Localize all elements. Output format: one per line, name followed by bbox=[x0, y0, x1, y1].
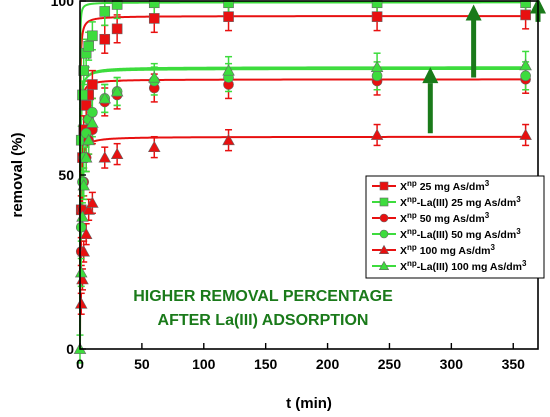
data-point bbox=[86, 116, 99, 128]
data-point bbox=[77, 179, 90, 191]
data-point bbox=[79, 227, 93, 240]
legend-label: Xnp-La(III) 50 mg As/dm3 bbox=[400, 227, 521, 241]
y-tick-label: 50 bbox=[58, 167, 74, 183]
data-point bbox=[520, 9, 531, 21]
legend-label: Xnp 25 mg As/dm3 bbox=[400, 179, 490, 193]
legend-marker bbox=[379, 229, 389, 239]
data-point bbox=[82, 133, 95, 146]
data-point bbox=[98, 92, 112, 104]
data-point bbox=[111, 23, 123, 35]
data-point bbox=[77, 245, 90, 257]
legend-marker bbox=[379, 197, 389, 207]
data-point bbox=[82, 203, 95, 215]
x-tick-label: 100 bbox=[192, 356, 216, 372]
legend-label: Xnp 100 mg As/dm3 bbox=[400, 243, 496, 257]
data-point bbox=[222, 64, 235, 76]
legend-items: Xnp 25 mg As/dm3 Xnp-La(III) 25 mg As/dm3… bbox=[372, 179, 527, 273]
x-tick-label: 150 bbox=[254, 356, 278, 372]
legend-marker bbox=[379, 181, 389, 191]
x-tick-label: 0 bbox=[76, 356, 84, 372]
legend-label: Xnp 50 mg As/dm3 bbox=[400, 211, 490, 225]
data-point bbox=[79, 151, 93, 163]
data-point bbox=[370, 128, 384, 140]
x-tick-label: 350 bbox=[502, 356, 526, 372]
legend-marker bbox=[379, 213, 389, 223]
data-point bbox=[519, 128, 532, 140]
legend-box bbox=[365, 175, 545, 279]
x-axis-title: t (min) bbox=[286, 395, 332, 412]
data-point bbox=[520, 70, 531, 82]
y-tick-label: 100 bbox=[51, 0, 75, 9]
data-point bbox=[74, 297, 88, 309]
data-point bbox=[519, 59, 532, 71]
data-point bbox=[99, 6, 111, 17]
legend-label: Xnp-La(III) 100 mg As/dm3 bbox=[400, 259, 527, 273]
arrow-head bbox=[465, 4, 482, 21]
annotation-line-2: AFTER La(III) ADSORPTION bbox=[158, 312, 369, 329]
data-point bbox=[222, 133, 235, 146]
data-point bbox=[86, 196, 99, 208]
y-axis-ticks: 0 50 100 bbox=[51, 0, 86, 357]
data-point bbox=[87, 79, 98, 90]
data-point bbox=[87, 107, 98, 118]
data-point bbox=[111, 0, 123, 10]
data-point bbox=[77, 89, 88, 101]
x-axis-ticks: 0 50 100 150 200 250 300 350 bbox=[76, 343, 525, 372]
legend-marker bbox=[378, 244, 390, 254]
data-point bbox=[370, 60, 384, 73]
data-point bbox=[75, 221, 87, 233]
data-point bbox=[223, 11, 234, 22]
data-point bbox=[74, 266, 88, 278]
y-axis-title: removal (%) bbox=[9, 132, 26, 217]
data-point bbox=[83, 40, 94, 52]
data-point bbox=[371, 0, 383, 9]
legend-marker bbox=[378, 260, 390, 270]
data-point bbox=[371, 70, 383, 82]
data-point bbox=[148, 13, 160, 24]
x-tick-label: 300 bbox=[440, 356, 464, 372]
arrow-head bbox=[422, 67, 439, 84]
data-point bbox=[371, 11, 383, 22]
data-point bbox=[148, 0, 160, 9]
data-point bbox=[87, 30, 98, 42]
data-point bbox=[110, 147, 124, 160]
x-tick-label: 50 bbox=[134, 356, 150, 372]
data-point bbox=[148, 71, 161, 83]
data-point bbox=[110, 85, 124, 97]
data-point bbox=[223, 0, 234, 9]
y-tick-label: 0 bbox=[66, 341, 74, 357]
data-point bbox=[98, 151, 112, 163]
x-tick-label: 250 bbox=[378, 356, 402, 372]
data-point bbox=[78, 65, 90, 76]
data-markers bbox=[73, 0, 532, 354]
annotation-line-1: HIGHER REMOVAL PERCENTAGE bbox=[133, 288, 393, 305]
data-point bbox=[520, 0, 531, 9]
x-tick-label: 200 bbox=[316, 356, 340, 372]
data-point bbox=[148, 140, 161, 153]
legend: Xnp 25 mg As/dm3 Xnp-La(III) 25 mg As/dm3… bbox=[365, 175, 545, 279]
data-point bbox=[99, 33, 111, 45]
data-point bbox=[80, 100, 92, 111]
legend-label: Xnp-La(III) 25 mg As/dm3 bbox=[400, 195, 521, 209]
